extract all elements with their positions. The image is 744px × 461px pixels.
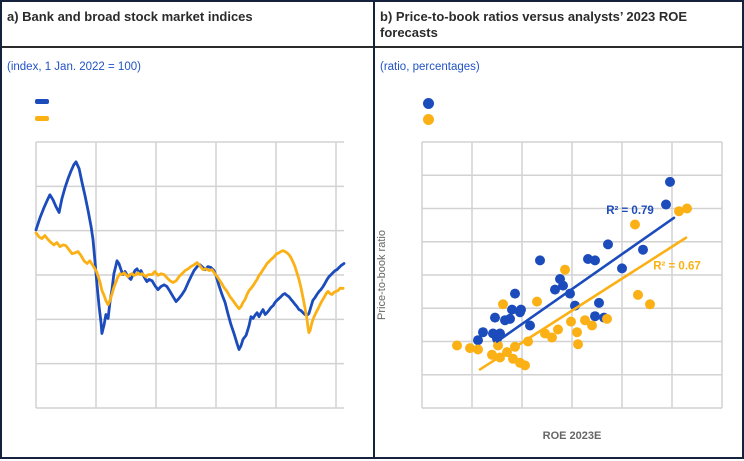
scatter-dot-blue-banks xyxy=(638,244,648,255)
scatter-dot-yellow-banks xyxy=(520,360,530,371)
scatter-dot-blue-banks xyxy=(515,307,525,318)
scatter-dot-blue-banks xyxy=(594,297,604,308)
x-axis-label: ROE 2023E xyxy=(542,430,602,442)
scatter-dot-yellow-banks xyxy=(487,349,497,360)
scatter-dot-blue-banks xyxy=(507,304,517,315)
scatter-dot-yellow-banks xyxy=(645,299,655,310)
scatter-dot-blue-banks xyxy=(473,335,483,346)
panel-divider xyxy=(373,2,375,457)
scatter-dot-yellow-banks xyxy=(630,219,640,230)
legend-line-swatch-blue xyxy=(35,99,49,104)
scatter-dot-yellow-banks xyxy=(682,203,692,214)
scatter-dot-blue-banks xyxy=(617,263,627,274)
scatter-dot-yellow-banks xyxy=(465,343,475,354)
panel-a-subtitle: (index, 1 Jan. 2022 = 100) xyxy=(7,61,141,73)
scatter-dot-yellow-banks xyxy=(572,327,582,338)
scatter-dot-blue-banks xyxy=(478,327,488,338)
trendline-yellow-banks xyxy=(478,236,688,371)
scatter-dot-blue-banks xyxy=(500,315,510,326)
scatter-dot-blue-banks xyxy=(665,176,675,187)
legend-line-swatch-yellow xyxy=(35,116,49,121)
scatter-dot-blue-banks xyxy=(490,312,500,323)
scatter-dot-yellow-banks xyxy=(560,264,570,275)
scatter-dot-yellow-banks xyxy=(580,315,590,326)
panel-a-title: a) Bank and broad stock market indices xyxy=(2,2,373,48)
scatter-dot-yellow-banks xyxy=(566,316,576,327)
trendline-blue-banks xyxy=(495,216,676,343)
scatter-dot-yellow-banks xyxy=(493,340,503,351)
panel-a-bank-indices: a) Bank and broad stock market indices (… xyxy=(2,2,373,457)
scatter-dot-blue-banks xyxy=(590,311,600,322)
scatter-dot-yellow-banks xyxy=(473,344,483,355)
scatter-chart-pb-vs-roe: R² = 0.79 R² = 0.67 xyxy=(421,141,723,409)
scatter-dot-blue-banks xyxy=(555,274,565,284)
scatter-dot-yellow-banks xyxy=(674,206,684,217)
scatter-dot-yellow-banks xyxy=(633,289,643,300)
scatter-dot-yellow-banks xyxy=(452,340,462,351)
panel-b-title: b) Price-to-book ratios versus analysts’… xyxy=(375,2,742,48)
scatter-dot-blue-banks xyxy=(510,288,520,299)
scatter-dot-yellow-banks xyxy=(573,339,583,350)
legend-dot-swatch-yellow xyxy=(423,114,434,125)
r2-annotation-yellow-banks: R² = 0.67 xyxy=(653,261,701,273)
scatter-dot-blue-banks xyxy=(590,255,600,266)
scatter-dot-yellow-banks xyxy=(602,313,612,324)
scatter-dot-yellow-banks xyxy=(498,299,508,310)
scatter-dot-blue-banks xyxy=(535,255,545,266)
scatter-dot-yellow-banks xyxy=(553,324,563,335)
line-chart-bank-indices xyxy=(34,141,346,409)
panel-b-subtitle: (ratio, percentages) xyxy=(380,61,480,73)
scatter-dot-blue-banks xyxy=(550,284,560,295)
scatter-dot-blue-banks xyxy=(603,239,613,250)
legend-dot-swatch-blue xyxy=(423,98,434,109)
series-line-yellow-index xyxy=(34,231,345,335)
scatter-dot-yellow-banks xyxy=(547,332,557,343)
scatter-dot-yellow-banks xyxy=(587,320,597,331)
scatter-dot-blue-banks xyxy=(525,320,535,331)
panel-b-price-to-book-scatter: b) Price-to-book ratios versus analysts’… xyxy=(375,2,742,457)
scatter-dot-blue-banks xyxy=(661,199,671,210)
r2-annotation-blue-banks: R² = 0.79 xyxy=(606,205,654,217)
scatter-dot-yellow-banks xyxy=(532,296,542,307)
